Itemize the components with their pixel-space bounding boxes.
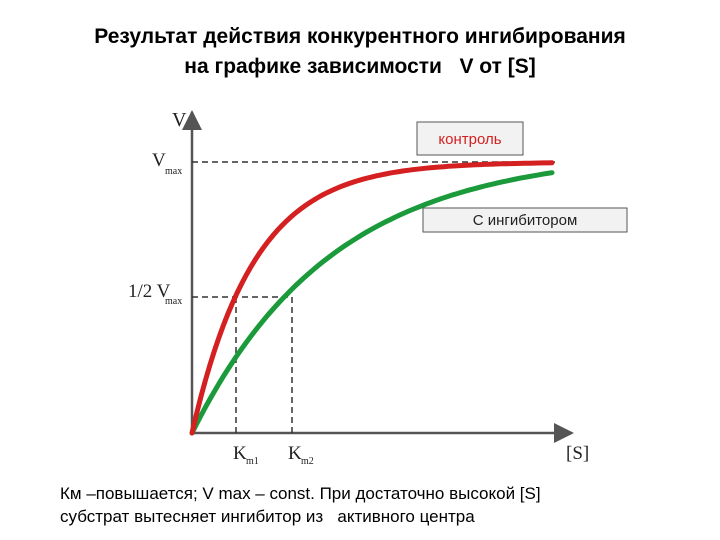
half-vmax-subscript: max [165, 296, 182, 307]
km2-subscript: m2 [301, 456, 314, 467]
km2-label: K [288, 443, 302, 464]
x-axis-label: [S] [566, 443, 589, 464]
km1-label: K [233, 443, 247, 464]
title-line-2: на графике зависимости V от [S] [184, 55, 536, 78]
vmax-subscript: max [165, 166, 182, 177]
caption-line-1: Км –повышается; V max – const. При доста… [60, 484, 541, 503]
control-curve [189, 160, 555, 436]
legend-inhibitor-box: С ингибитором [422, 207, 628, 233]
legend-control-label: контроль [438, 131, 501, 148]
legend-control-box: контроль [416, 121, 524, 156]
caption: Км –повышается; V max – const. При доста… [60, 482, 710, 528]
slide-title: Результат действия конкурентного ингибир… [0, 22, 720, 82]
caption-line-2: субстрат вытесняет ингибитор из активног… [60, 507, 475, 526]
km1-subscript: m1 [246, 456, 259, 467]
legend-inhibitor-label: С ингибитором [473, 212, 578, 229]
title-line-1: Результат действия конкурентного ингибир… [94, 25, 626, 48]
y-axis-label: V [172, 109, 187, 131]
half-vmax-label: 1/2 V [128, 281, 171, 302]
vmax-label: V [152, 150, 166, 171]
inhibitor-curve [189, 170, 555, 436]
